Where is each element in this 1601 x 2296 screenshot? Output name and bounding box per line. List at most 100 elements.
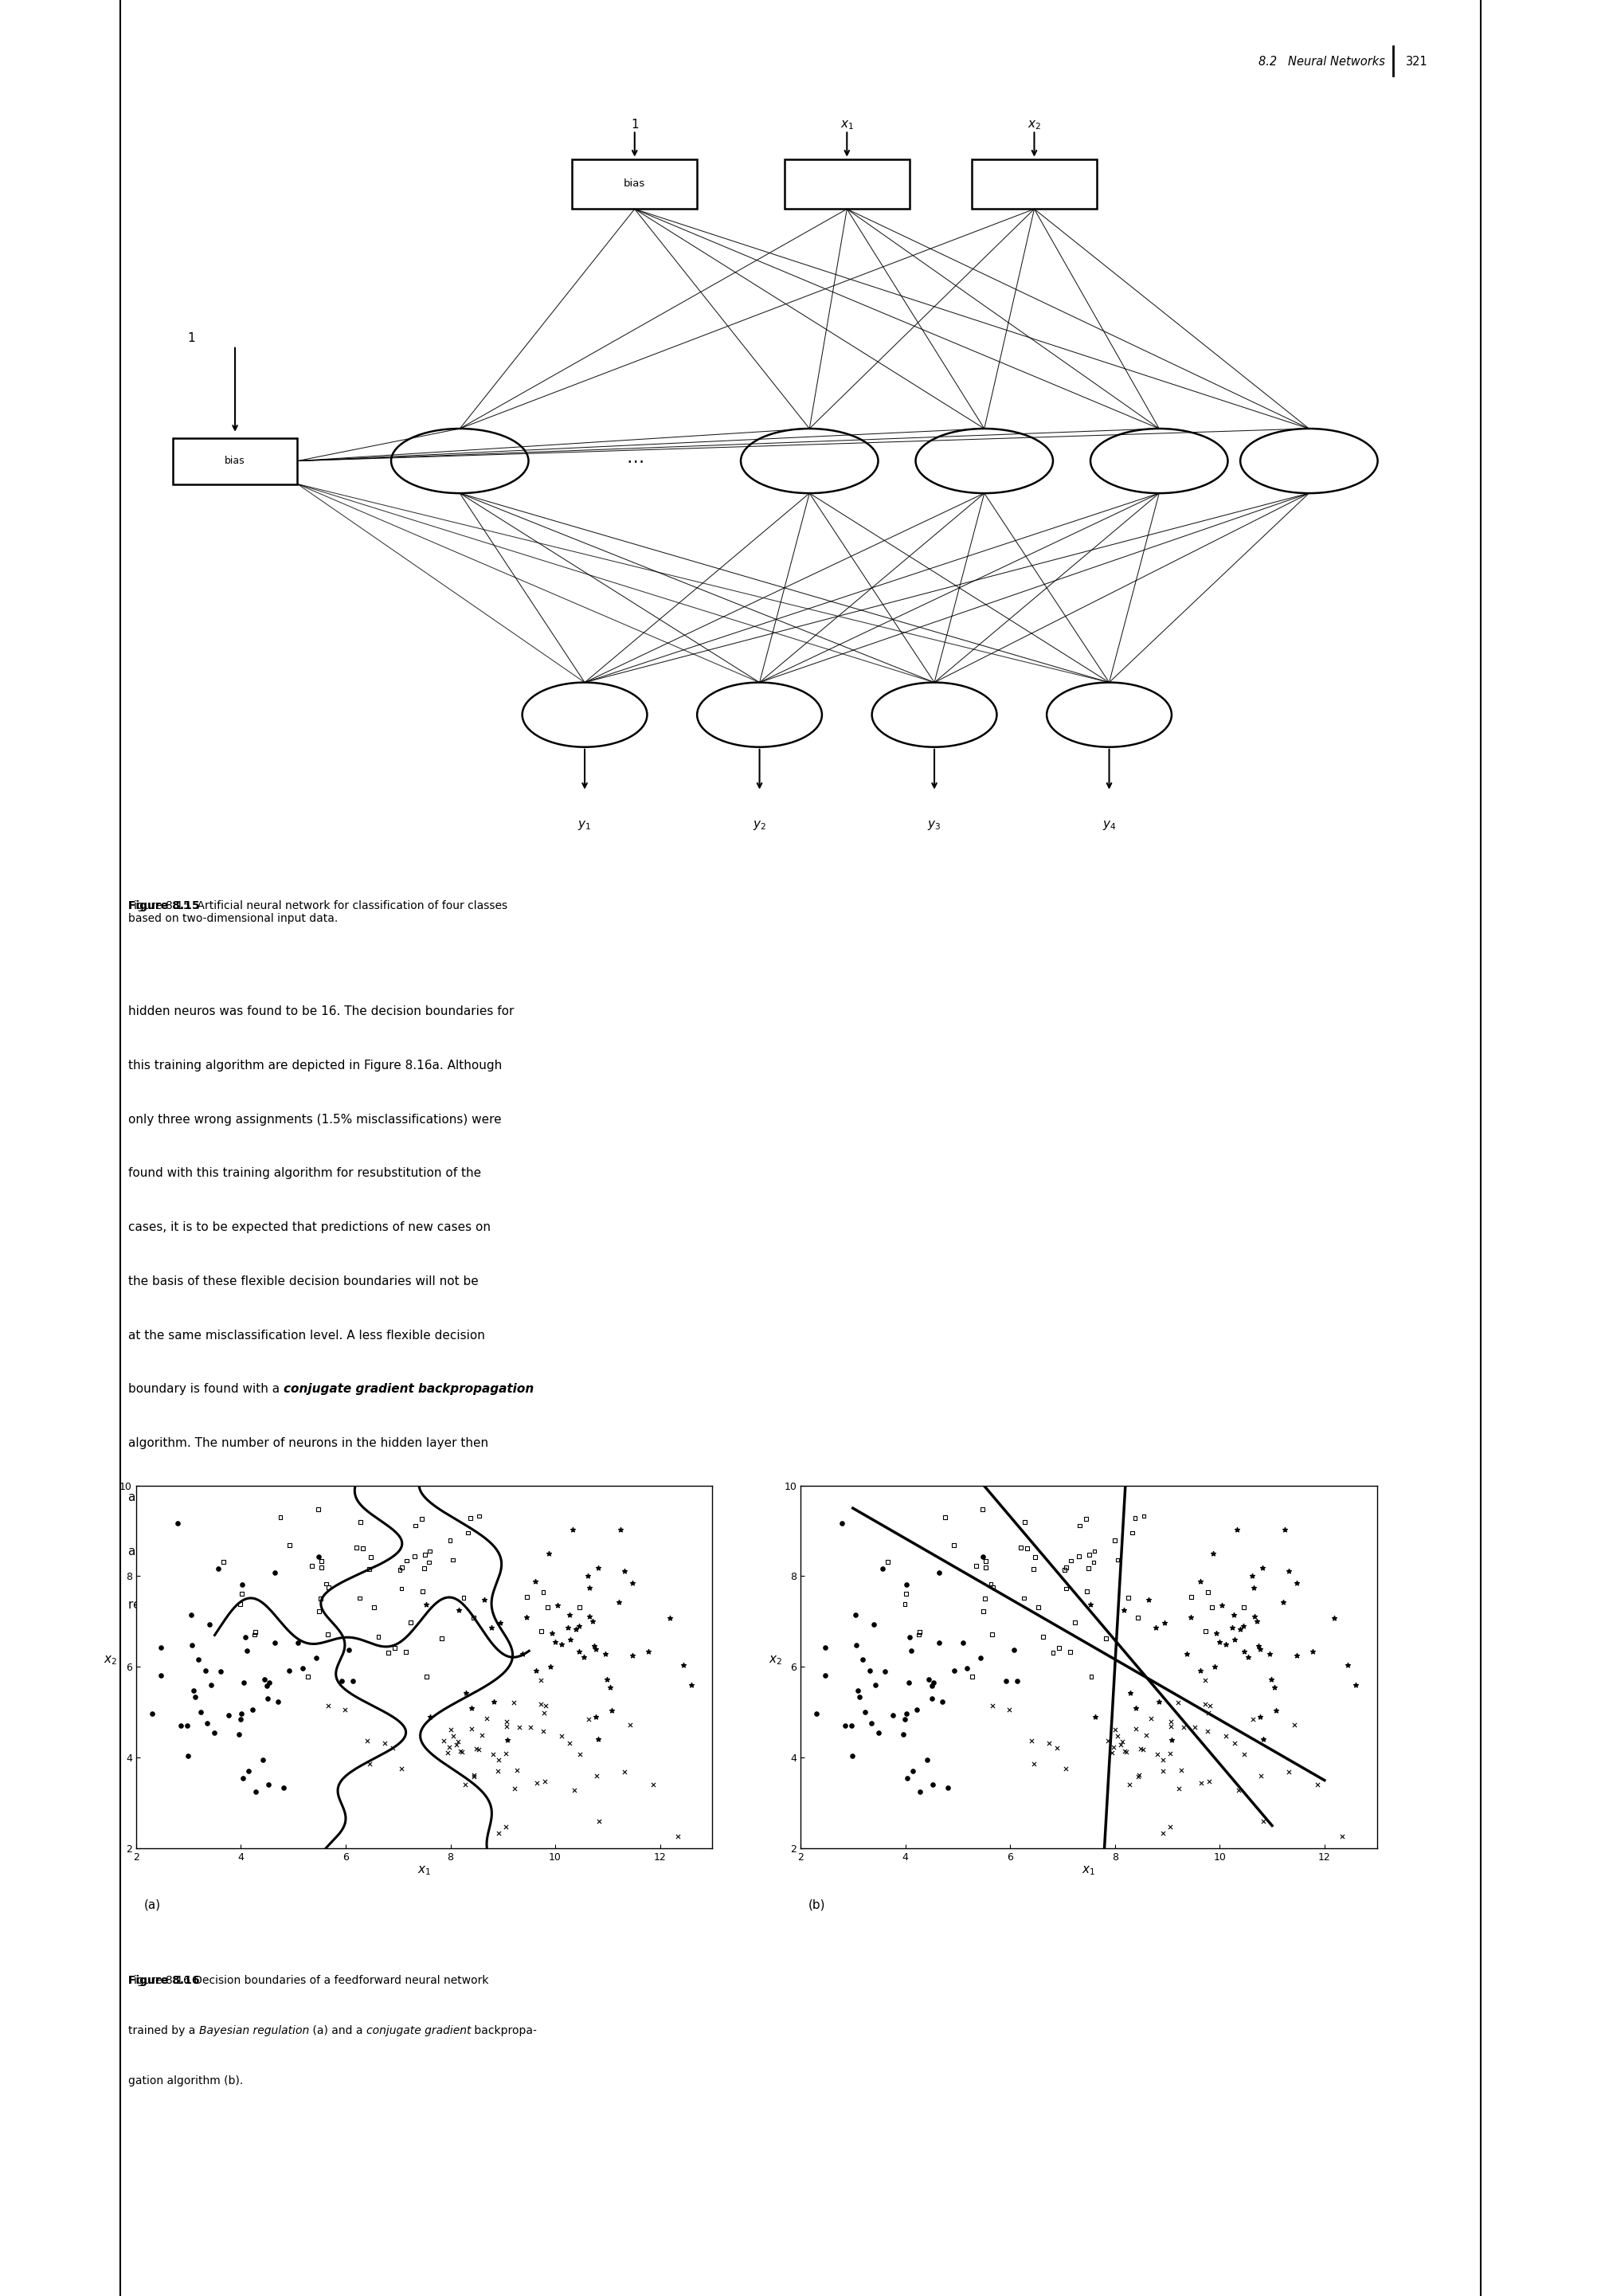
Point bbox=[1127, 1731, 1153, 1768]
Point bbox=[973, 1550, 999, 1587]
Point bbox=[586, 1722, 612, 1759]
Point bbox=[413, 1587, 439, 1623]
Point bbox=[895, 1761, 921, 1798]
Point bbox=[231, 1761, 256, 1798]
Point bbox=[493, 1809, 519, 1846]
Point bbox=[664, 1818, 690, 1855]
Point bbox=[355, 1550, 381, 1587]
Point bbox=[1151, 1605, 1177, 1642]
Point bbox=[295, 1658, 320, 1694]
Point bbox=[895, 1665, 921, 1701]
Point bbox=[194, 1706, 219, 1743]
Point bbox=[572, 1639, 597, 1676]
Point bbox=[445, 1724, 471, 1761]
Point bbox=[1241, 1570, 1266, 1607]
Point bbox=[471, 1582, 496, 1619]
Point bbox=[1023, 1538, 1049, 1575]
Point bbox=[1188, 1653, 1214, 1690]
Point bbox=[1196, 1694, 1222, 1731]
Point bbox=[562, 1773, 588, 1809]
Point bbox=[1126, 1759, 1151, 1795]
Point bbox=[581, 1628, 607, 1665]
Y-axis label: $x_2$: $x_2$ bbox=[768, 1655, 781, 1667]
Point bbox=[524, 1564, 549, 1600]
Point bbox=[544, 1587, 570, 1623]
Point bbox=[1159, 1704, 1185, 1740]
Point bbox=[1119, 1515, 1145, 1552]
Point bbox=[175, 1738, 200, 1775]
Point bbox=[1077, 1587, 1103, 1623]
Point bbox=[205, 1550, 231, 1587]
Text: 1: 1 bbox=[631, 119, 639, 131]
Point bbox=[954, 1651, 980, 1688]
Point bbox=[543, 1623, 568, 1660]
Point bbox=[463, 1731, 488, 1768]
Point bbox=[980, 1616, 1005, 1653]
Point bbox=[208, 1653, 234, 1690]
Point bbox=[402, 1538, 427, 1575]
Point bbox=[1166, 1683, 1191, 1720]
Text: conjugate gradient backpropagation: conjugate gradient backpropagation bbox=[283, 1382, 533, 1396]
Point bbox=[1111, 1591, 1137, 1628]
Point bbox=[197, 1605, 223, 1642]
Point bbox=[447, 1591, 472, 1628]
Point bbox=[461, 1759, 487, 1795]
Point bbox=[874, 1543, 900, 1580]
Point bbox=[533, 1688, 559, 1724]
Point bbox=[365, 1619, 391, 1655]
Point bbox=[845, 1671, 871, 1708]
Point bbox=[1284, 1566, 1310, 1603]
Point bbox=[567, 1607, 592, 1644]
Point bbox=[1103, 1711, 1129, 1747]
Point bbox=[1150, 1814, 1175, 1851]
Point bbox=[1226, 1773, 1252, 1809]
Point bbox=[168, 1708, 194, 1745]
Point bbox=[671, 1646, 696, 1683]
Point bbox=[1100, 1733, 1126, 1770]
Point bbox=[1074, 1573, 1100, 1609]
Point bbox=[202, 1715, 227, 1752]
Point bbox=[535, 1589, 560, 1626]
Point bbox=[858, 1706, 884, 1743]
Point bbox=[1036, 1724, 1061, 1761]
Y-axis label: $x_2$: $x_2$ bbox=[104, 1655, 117, 1667]
Point bbox=[186, 1642, 211, 1678]
Point bbox=[1258, 1660, 1284, 1697]
Point bbox=[1239, 1557, 1265, 1593]
Point bbox=[1222, 1621, 1247, 1658]
Point bbox=[905, 1692, 930, 1729]
Point bbox=[1130, 1731, 1156, 1768]
Point bbox=[309, 1550, 335, 1587]
Text: Figure 8.15: Figure 8.15 bbox=[128, 900, 200, 912]
Point bbox=[556, 1609, 581, 1646]
Point bbox=[362, 1589, 387, 1626]
Point bbox=[592, 1635, 618, 1671]
Point bbox=[812, 1658, 837, 1694]
Point bbox=[1108, 1727, 1134, 1763]
Point bbox=[893, 1575, 919, 1612]
Point bbox=[165, 1504, 191, 1541]
Point bbox=[1284, 1637, 1310, 1674]
Text: amounts to only nine, which is, however, connected with: amounts to only nine, which is, however,… bbox=[128, 1492, 475, 1504]
Point bbox=[599, 1692, 624, 1729]
Point bbox=[1143, 1609, 1169, 1646]
Point bbox=[448, 1733, 474, 1770]
Point bbox=[1193, 1612, 1218, 1649]
Point bbox=[530, 1713, 556, 1750]
Point bbox=[916, 1660, 941, 1697]
Point bbox=[844, 1626, 869, 1662]
Point bbox=[524, 1766, 549, 1802]
Text: bias: bias bbox=[624, 179, 645, 188]
Point bbox=[263, 1554, 288, 1591]
Bar bbox=[173, 439, 298, 484]
Point bbox=[1109, 1724, 1135, 1761]
X-axis label: $x_1$: $x_1$ bbox=[1082, 1864, 1095, 1878]
Point bbox=[1093, 1621, 1119, 1658]
Point bbox=[1135, 1582, 1161, 1619]
Point bbox=[416, 1543, 442, 1580]
Point bbox=[530, 1573, 556, 1609]
Point bbox=[1158, 1809, 1183, 1846]
Point bbox=[1249, 1756, 1274, 1793]
Point bbox=[485, 1814, 511, 1851]
Point bbox=[620, 1566, 645, 1603]
